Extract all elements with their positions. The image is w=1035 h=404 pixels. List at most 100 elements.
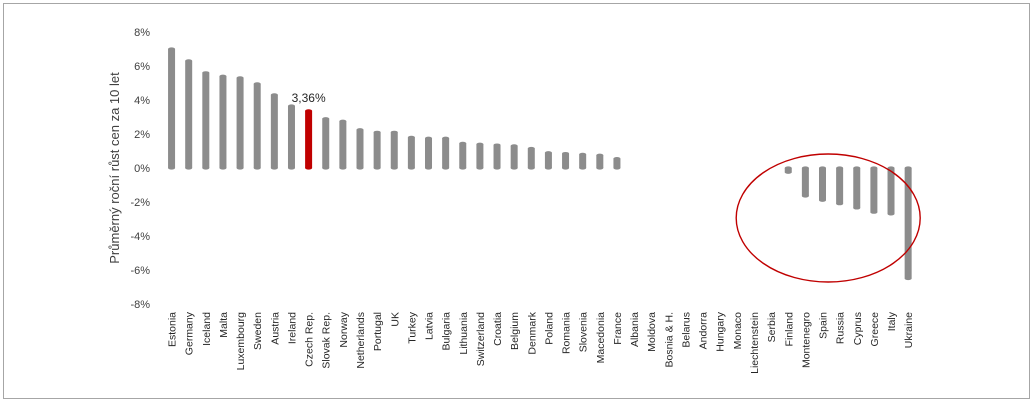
bar-cap — [544, 151, 552, 155]
bar-cap — [784, 170, 792, 174]
bar-cap — [287, 166, 295, 170]
bar-cap — [373, 130, 381, 134]
bar-cap — [305, 166, 313, 170]
bar — [253, 83, 261, 168]
bar-cap — [356, 128, 364, 132]
category-label: Finland — [783, 312, 795, 347]
bar-cap — [596, 166, 604, 170]
bar — [801, 168, 809, 197]
bar-cap — [562, 151, 570, 156]
bar-cap — [853, 206, 861, 210]
category-label: Czech Rep. — [304, 312, 316, 367]
category-label: Sweden — [252, 312, 264, 350]
y-tick-label: -4% — [130, 231, 150, 243]
y-tick-label: 8% — [134, 27, 150, 39]
highlight-data-label: 3,36% — [292, 91, 326, 105]
bar-cap — [339, 119, 347, 123]
bar-cap — [236, 76, 244, 80]
category-label: Switzerland — [475, 312, 487, 366]
bar-cap — [836, 202, 844, 206]
bar-cap — [870, 166, 878, 170]
bar — [459, 143, 467, 168]
bar — [527, 148, 535, 168]
bar-cap — [168, 166, 176, 170]
bar — [236, 77, 244, 168]
category-label: Austria — [269, 312, 281, 345]
category-label: Liechtenstein — [749, 312, 761, 374]
bar-cap — [870, 210, 878, 214]
bar — [476, 144, 484, 168]
category-label: Romania — [561, 312, 573, 354]
bar-cap — [305, 109, 313, 113]
bar-cap — [527, 146, 535, 151]
category-label: Bulgaria — [441, 312, 453, 351]
bar-cap — [613, 157, 621, 161]
category-label: Iceland — [201, 312, 213, 346]
bar — [819, 168, 826, 201]
bar-cap — [339, 166, 347, 170]
bar — [322, 118, 330, 168]
bar — [442, 138, 450, 168]
bar-cap — [425, 166, 433, 170]
bar-cap — [801, 194, 809, 198]
bar — [185, 60, 193, 168]
bar — [339, 121, 347, 168]
bar-cap — [544, 166, 552, 170]
bar-cap — [185, 59, 193, 63]
category-label: Turkey — [406, 311, 418, 343]
bar — [579, 154, 587, 168]
bar-cap — [270, 93, 278, 97]
bar — [853, 168, 861, 208]
bar — [836, 168, 844, 204]
bar-cap — [322, 166, 330, 170]
bar-cap — [801, 166, 809, 170]
category-label: Slovenia — [578, 312, 590, 352]
bar — [305, 110, 313, 168]
bar-cap — [373, 166, 381, 170]
category-label: Russia — [835, 312, 847, 344]
bar — [784, 168, 792, 173]
bar — [202, 72, 210, 168]
bar-cap — [425, 136, 433, 140]
y-tick-label: -8% — [130, 299, 150, 311]
bar-cap — [459, 166, 467, 170]
bar-cap — [887, 212, 895, 216]
category-label: Monaco — [732, 312, 744, 350]
bar — [373, 132, 381, 168]
bar-cap — [390, 130, 398, 134]
annotation-ellipse — [735, 153, 921, 283]
bar — [562, 153, 570, 168]
category-label: Portugal — [372, 312, 384, 351]
bar-cap — [784, 166, 792, 170]
bar-cap — [219, 166, 227, 170]
bar-cap — [219, 74, 227, 78]
category-label: Luxembourg — [235, 312, 247, 371]
bar-cap — [853, 166, 861, 170]
bar-cap — [168, 47, 176, 51]
category-label: Ireland — [286, 312, 298, 344]
bar-cap — [527, 166, 535, 170]
y-tick-label: 4% — [134, 95, 150, 107]
bar-cap — [579, 152, 587, 156]
bar-cap — [819, 198, 826, 202]
bar — [613, 158, 621, 168]
bar-cap — [836, 166, 844, 170]
category-label: Malta — [218, 312, 230, 338]
bar-cap — [253, 166, 261, 170]
bar-cap — [270, 166, 278, 170]
bar-cap — [253, 82, 261, 86]
bar-cap — [613, 166, 621, 170]
bar-cap — [459, 141, 467, 145]
bar — [168, 49, 176, 168]
bar — [904, 168, 912, 279]
bar — [510, 145, 518, 168]
bar-cap — [476, 142, 484, 146]
bar-cap — [904, 276, 912, 281]
bar-cap — [202, 166, 210, 170]
category-label: Denmark — [526, 311, 538, 354]
category-label: Slovak Rep. — [321, 312, 333, 369]
bar-cap — [202, 71, 210, 75]
bar-cap — [904, 166, 912, 170]
category-labels: Estonia Germany Iceland Malta Luxembourg Swed… — [167, 311, 916, 374]
